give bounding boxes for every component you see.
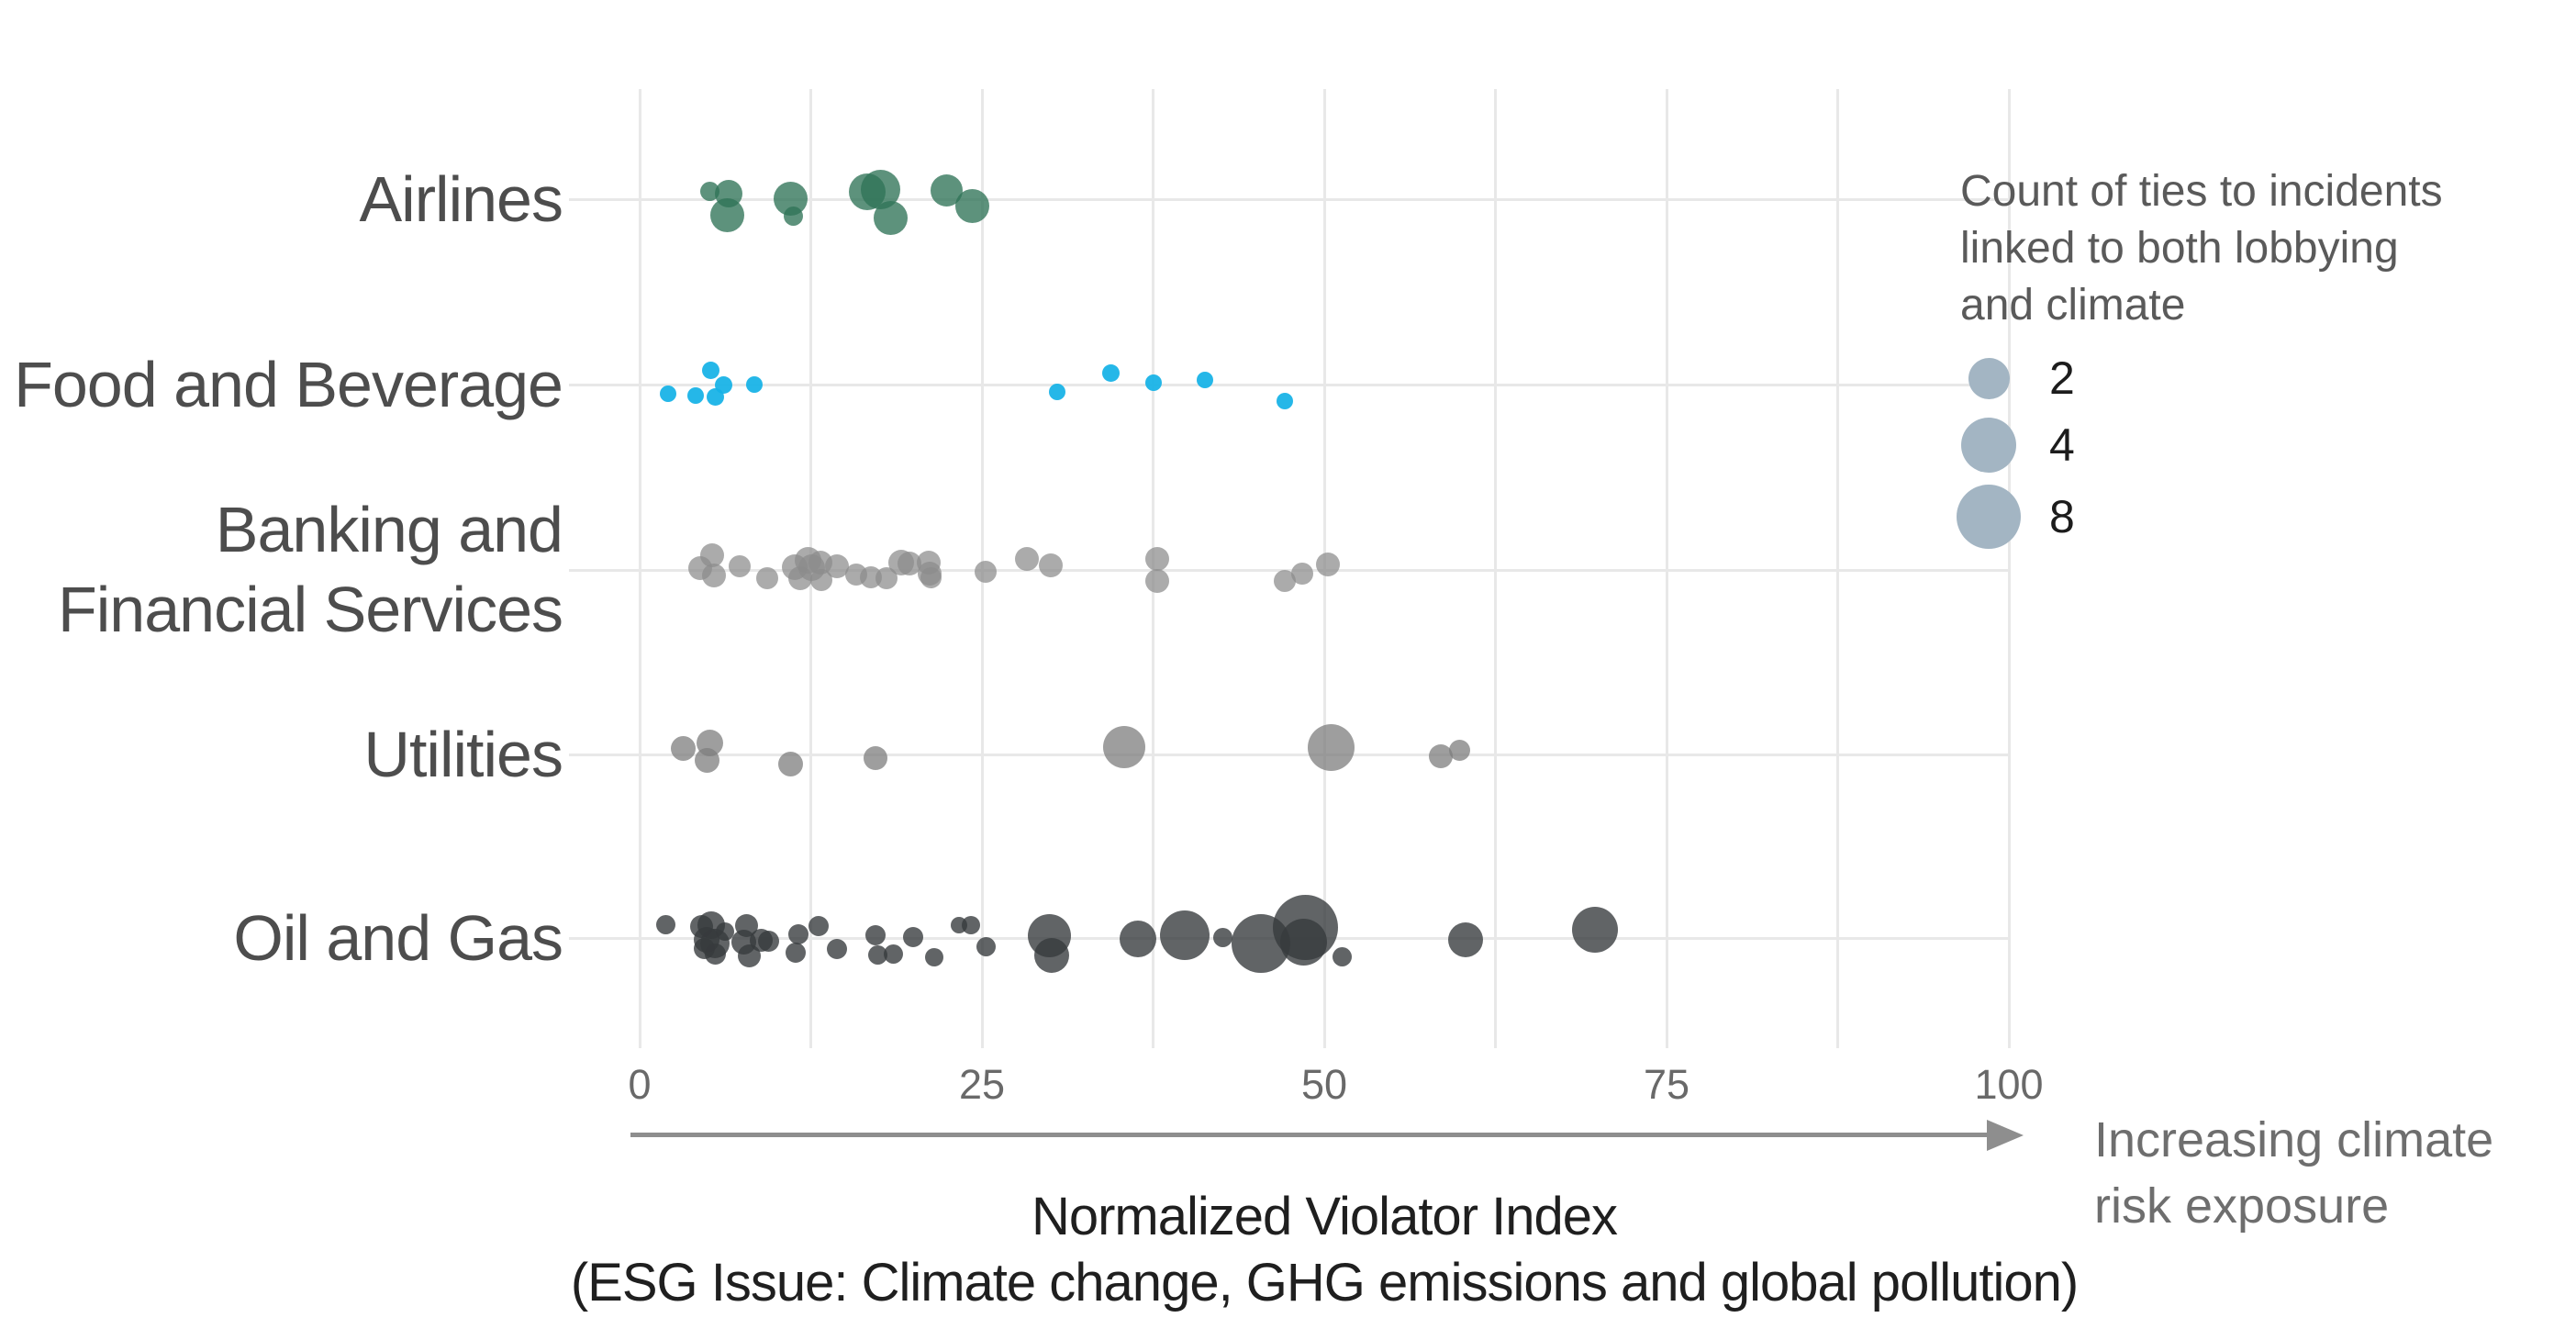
data-bubble-oil-and-gas[interactable]	[757, 930, 779, 952]
data-bubble-airlines[interactable]	[783, 206, 803, 226]
data-bubble-airlines[interactable]	[709, 197, 744, 232]
size-legend-circle	[1961, 418, 2016, 473]
data-bubble-oil-and-gas[interactable]	[883, 944, 903, 964]
data-bubble-oil-and-gas[interactable]	[655, 914, 675, 934]
size-legend-circle	[1968, 357, 2010, 399]
data-bubble-utilities[interactable]	[777, 751, 803, 776]
x-axis-subtitle: (ESG Issue: Climate change, GHG emission…	[570, 1253, 2079, 1312]
data-bubble-food-and-beverage[interactable]	[1101, 363, 1120, 382]
category-label: Food and Beverage	[14, 348, 563, 420]
data-bubble-banking-and-financial-services[interactable]	[1291, 563, 1314, 585]
x-tick-label: 75	[1643, 1061, 1690, 1108]
data-bubble-utilities[interactable]	[1307, 723, 1355, 771]
data-bubble-oil-and-gas[interactable]	[1280, 918, 1328, 966]
data-bubble-oil-and-gas[interactable]	[868, 944, 888, 965]
data-bubble-food-and-beverage[interactable]	[714, 375, 732, 394]
category-label: Airlines	[359, 162, 563, 235]
data-bubble-utilities[interactable]	[694, 747, 719, 773]
x-axis-arrow-annotation: Increasing climate risk exposure	[2094, 1112, 2494, 1234]
data-bubble-utilities[interactable]	[1428, 744, 1453, 768]
data-bubble-oil-and-gas[interactable]	[864, 925, 886, 945]
data-bubble-utilities[interactable]	[1103, 726, 1146, 768]
size-legend-label: 8	[2049, 491, 2075, 542]
size-legend-label: 4	[2049, 419, 2075, 471]
row-gridline	[569, 383, 2009, 386]
size-legend-circle	[1957, 485, 2021, 549]
x-tick-label: 0	[628, 1061, 652, 1108]
data-bubble-banking-and-financial-services[interactable]	[728, 555, 751, 577]
data-bubble-oil-and-gas[interactable]	[788, 924, 809, 944]
x-axis-title: Normalized Violator Index	[1031, 1187, 1618, 1246]
x-tick-label: 50	[1300, 1061, 1348, 1108]
data-bubble-food-and-beverage[interactable]	[746, 376, 764, 393]
data-bubble-airlines[interactable]	[955, 188, 990, 223]
data-bubble-oil-and-gas[interactable]	[704, 943, 726, 965]
data-bubble-oil-and-gas[interactable]	[1034, 938, 1070, 973]
size-legend-label: 2	[2049, 352, 2075, 404]
data-bubble-oil-and-gas[interactable]	[1159, 910, 1210, 960]
data-bubble-airlines[interactable]	[873, 200, 908, 235]
data-bubble-oil-and-gas[interactable]	[976, 936, 996, 956]
data-bubble-oil-and-gas[interactable]	[903, 927, 924, 947]
size-legend-title: Count of ties to incidents linked to bot…	[1960, 167, 2443, 329]
data-bubble-oil-and-gas[interactable]	[962, 916, 981, 934]
data-bubble-oil-and-gas[interactable]	[808, 916, 830, 936]
x-axis-arrow-head-icon	[1987, 1120, 2024, 1151]
data-bubble-banking-and-financial-services[interactable]	[755, 567, 778, 589]
data-bubble-oil-and-gas[interactable]	[715, 922, 734, 941]
data-bubble-food-and-beverage[interactable]	[1276, 393, 1293, 409]
category-label: Banking and Financial Services	[58, 494, 563, 645]
data-bubble-banking-and-financial-services[interactable]	[1144, 569, 1169, 593]
data-bubble-banking-and-financial-services[interactable]	[920, 566, 942, 588]
data-bubble-banking-and-financial-services[interactable]	[701, 564, 726, 587]
data-bubble-utilities[interactable]	[1449, 739, 1471, 761]
row-gridline	[569, 197, 2009, 201]
x-tick-label: 100	[1974, 1061, 2044, 1108]
data-bubble-banking-and-financial-services[interactable]	[1038, 553, 1063, 577]
data-bubble-oil-and-gas[interactable]	[1447, 922, 1483, 957]
data-bubble-food-and-beverage[interactable]	[1197, 372, 1214, 388]
data-bubble-oil-and-gas[interactable]	[786, 943, 807, 963]
data-bubble-food-and-beverage[interactable]	[1049, 384, 1066, 400]
data-bubble-food-and-beverage[interactable]	[687, 387, 705, 404]
data-bubble-banking-and-financial-services[interactable]	[700, 543, 725, 567]
data-bubble-oil-and-gas[interactable]	[1120, 921, 1157, 957]
data-bubble-banking-and-financial-services[interactable]	[1316, 553, 1341, 576]
data-bubble-oil-and-gas[interactable]	[1332, 946, 1352, 966]
data-bubble-food-and-beverage[interactable]	[1144, 374, 1162, 391]
data-bubble-oil-and-gas[interactable]	[826, 939, 847, 959]
data-bubble-banking-and-financial-services[interactable]	[824, 554, 849, 578]
x-gridline	[2007, 89, 2011, 1048]
data-bubble-banking-and-financial-services[interactable]	[1144, 547, 1169, 571]
x-tick-label: 25	[958, 1061, 1006, 1108]
data-bubble-utilities[interactable]	[671, 735, 697, 761]
row-gridline	[569, 753, 2009, 756]
data-bubble-oil-and-gas[interactable]	[1572, 907, 1619, 953]
data-bubble-food-and-beverage[interactable]	[702, 361, 720, 379]
data-bubble-banking-and-financial-services[interactable]	[1015, 547, 1040, 571]
data-bubble-oil-and-gas[interactable]	[1213, 927, 1233, 947]
x-axis-arrow-line	[630, 1133, 1989, 1137]
data-bubble-airlines[interactable]	[699, 181, 719, 201]
category-label: Oil and Gas	[233, 901, 563, 974]
category-label: Utilities	[363, 718, 563, 790]
data-bubble-food-and-beverage[interactable]	[660, 385, 677, 402]
data-bubble-banking-and-financial-services[interactable]	[975, 561, 998, 583]
data-bubble-utilities[interactable]	[863, 746, 887, 770]
data-bubble-oil-and-gas[interactable]	[924, 948, 943, 966]
